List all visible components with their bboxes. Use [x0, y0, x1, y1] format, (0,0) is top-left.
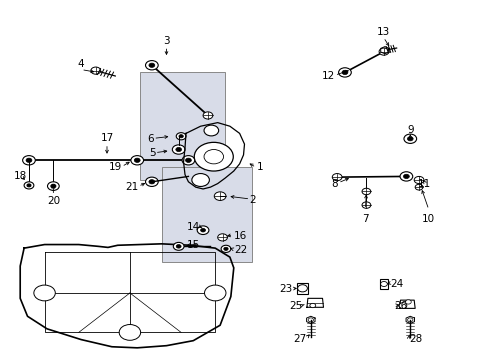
Circle shape [172, 145, 184, 154]
Circle shape [194, 142, 233, 171]
Text: 9: 9 [406, 125, 413, 135]
Circle shape [149, 180, 155, 184]
Text: 22: 22 [233, 245, 246, 255]
Bar [140, 72, 224, 180]
Text: 11: 11 [417, 179, 430, 189]
Circle shape [119, 324, 141, 340]
Circle shape [149, 63, 155, 67]
Circle shape [51, 184, 56, 188]
Text: 26: 26 [394, 301, 407, 311]
Text: 3: 3 [163, 36, 169, 45]
Circle shape [338, 68, 350, 77]
Circle shape [378, 48, 388, 55]
Text: 14: 14 [186, 222, 199, 232]
Circle shape [403, 174, 408, 179]
Circle shape [182, 156, 194, 165]
Circle shape [398, 303, 406, 309]
Circle shape [361, 202, 370, 208]
Text: 20: 20 [47, 196, 60, 206]
Circle shape [191, 174, 209, 186]
Text: 19: 19 [108, 162, 122, 172]
Circle shape [331, 174, 341, 181]
Text: 2: 2 [249, 195, 256, 205]
Circle shape [203, 149, 223, 164]
Circle shape [47, 182, 59, 190]
Text: 10: 10 [422, 214, 434, 224]
Circle shape [203, 125, 218, 136]
Circle shape [309, 303, 315, 308]
Circle shape [214, 192, 225, 201]
Circle shape [34, 285, 55, 301]
Circle shape [297, 285, 307, 292]
Text: 12: 12 [321, 71, 334, 81]
Text: 21: 21 [125, 182, 138, 192]
Text: 25: 25 [288, 301, 302, 311]
Bar [379, 279, 387, 289]
Circle shape [22, 156, 35, 165]
Circle shape [200, 228, 205, 232]
Circle shape [26, 158, 32, 162]
Circle shape [176, 148, 181, 152]
Circle shape [145, 177, 158, 186]
Circle shape [24, 182, 34, 189]
Text: 16: 16 [233, 231, 246, 240]
Text: 17: 17 [100, 133, 113, 143]
Circle shape [399, 172, 412, 181]
Circle shape [203, 112, 212, 119]
Circle shape [405, 300, 410, 304]
Circle shape [176, 133, 185, 140]
Circle shape [413, 176, 423, 184]
Circle shape [204, 285, 225, 301]
Circle shape [361, 188, 370, 195]
Text: 23: 23 [279, 284, 292, 294]
Text: 27: 27 [293, 333, 306, 343]
Circle shape [179, 135, 183, 138]
Text: 13: 13 [376, 27, 389, 37]
Text: 5: 5 [149, 148, 156, 158]
Circle shape [185, 158, 191, 162]
Bar [161, 167, 251, 262]
Text: 18: 18 [14, 171, 27, 181]
Circle shape [217, 234, 227, 241]
Circle shape [197, 226, 208, 234]
Text: 6: 6 [147, 134, 154, 144]
Circle shape [145, 60, 158, 70]
Text: 15: 15 [186, 239, 199, 249]
Circle shape [173, 242, 183, 250]
Circle shape [407, 137, 412, 141]
Circle shape [176, 244, 181, 248]
Circle shape [403, 134, 416, 143]
Circle shape [134, 158, 140, 162]
Circle shape [131, 156, 143, 165]
Text: 24: 24 [389, 279, 402, 289]
Text: 28: 28 [408, 333, 422, 343]
Text: 1: 1 [256, 162, 263, 172]
Circle shape [91, 67, 101, 74]
Circle shape [27, 184, 31, 187]
Text: 7: 7 [362, 214, 368, 224]
Text: 4: 4 [78, 59, 84, 69]
Circle shape [224, 247, 228, 251]
Circle shape [414, 184, 422, 190]
Circle shape [221, 245, 230, 252]
Text: 8: 8 [331, 179, 337, 189]
Bar [297, 283, 307, 294]
Circle shape [341, 70, 347, 75]
